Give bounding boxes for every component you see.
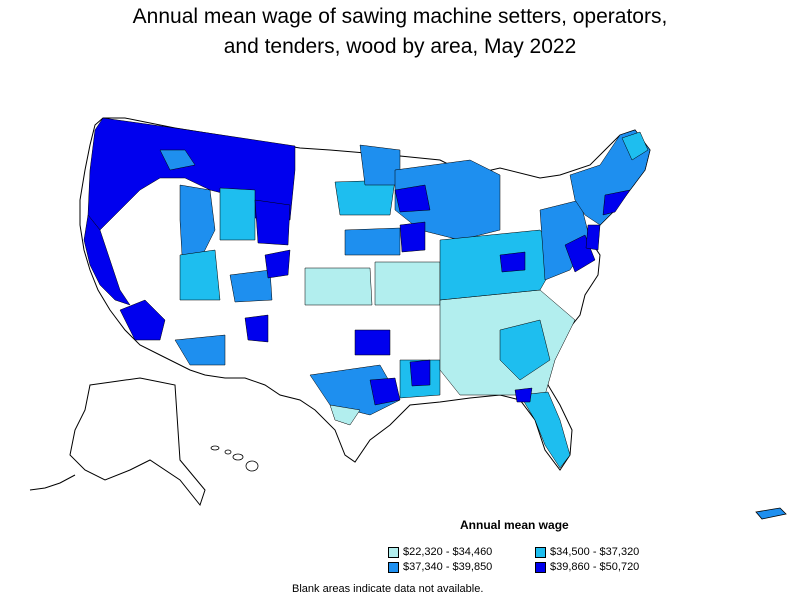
region-california-coast: [83, 214, 131, 306]
region-arizona: [174, 334, 226, 366]
region-kentucky-dark: [499, 251, 526, 273]
availability-note: Blank areas indicate data not available.: [292, 583, 484, 595]
legend-title: Annual mean wage: [460, 518, 569, 532]
map-title: Annual mean wage of sawing machine sette…: [0, 2, 800, 62]
region-arkansas: [354, 329, 391, 356]
region-new-england-dark: [602, 189, 631, 216]
region-georgia-carolina: [499, 319, 551, 381]
region-florida-dark: [514, 387, 533, 403]
puerto-rico: [755, 507, 787, 520]
region-utah-colorado: [179, 249, 221, 301]
region-mississippi-dark: [409, 359, 431, 387]
legend-swatch-3: [388, 561, 399, 573]
region-texas-gulf: [329, 404, 361, 426]
region-northwest: [87, 117, 296, 231]
region-minnesota: [359, 144, 401, 186]
legend-swatch-1: [388, 546, 399, 558]
legend-swatch-2: [535, 546, 546, 558]
legend-swatch-4: [535, 561, 546, 573]
hawaii-islands: [210, 445, 259, 472]
legend-label-3: $37,340 - $39,850: [403, 561, 493, 573]
alaska-outline: [69, 377, 206, 507]
map-title-line-1: Annual mean wage of sawing machine sette…: [132, 5, 668, 28]
region-california-south: [119, 299, 166, 341]
region-montana-east: [254, 199, 291, 246]
region-new-mexico-spot: [244, 314, 269, 343]
region-iowa: [344, 227, 401, 256]
region-new-jersey-dark: [585, 224, 601, 251]
legend-label-2: $34,500 - $37,320: [550, 546, 640, 558]
region-iowa-dark: [399, 221, 426, 253]
legend-label-1: $22,320 - $34,460: [403, 546, 493, 558]
region-maine: [621, 131, 649, 161]
region-florida: [519, 391, 571, 469]
region-wisconsin-michigan: [394, 159, 501, 241]
alaska-aleutian-islands: [29, 474, 76, 491]
legend-item-3: $37,340 - $39,850: [388, 561, 492, 573]
region-colorado-west: [229, 269, 273, 303]
region-colorado-spot: [264, 249, 291, 279]
legend-label-4: $39,860 - $50,720: [550, 561, 640, 573]
map-title-line-2: and tenders, wood by area, May 2022: [223, 35, 577, 58]
legend-item-2: $34,500 - $37,320: [535, 546, 639, 558]
region-wisconsin-dark: [394, 184, 431, 213]
region-louisiana-dark: [369, 377, 401, 406]
legend-item-1: $22,320 - $34,460: [388, 546, 492, 558]
region-kansas: [304, 267, 373, 306]
region-wyoming: [219, 187, 256, 241]
region-washington-inset: [159, 149, 196, 171]
region-missouri: [374, 261, 441, 306]
legend-item-4: $39,860 - $50,720: [535, 561, 639, 573]
